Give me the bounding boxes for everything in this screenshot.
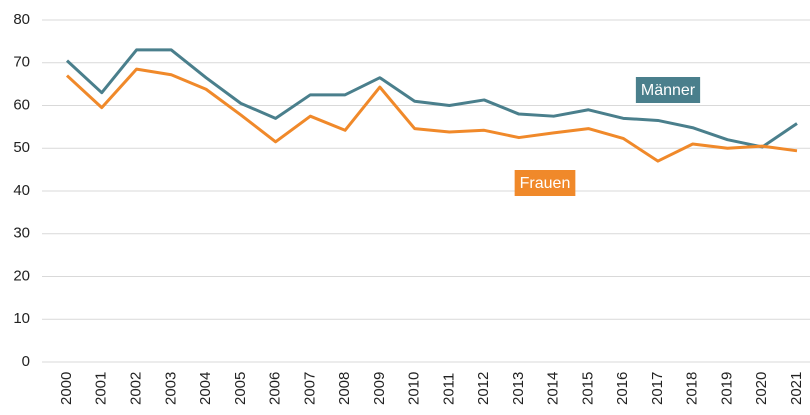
x-tick-label: 2001	[93, 372, 110, 405]
y-tick-label: 70	[13, 54, 30, 71]
legend-label: Frauen	[520, 175, 571, 192]
x-tick-label: 2009	[371, 372, 388, 405]
y-tick-label: 80	[13, 11, 30, 28]
x-tick-label: 2018	[684, 372, 701, 405]
series-line	[65, 67, 798, 163]
x-tick-label: 2004	[197, 372, 214, 405]
x-tick-label: 2021	[788, 372, 805, 405]
y-tick-label: 50	[13, 139, 30, 156]
y-tick-label: 30	[13, 225, 30, 242]
x-tick-label: 2007	[301, 372, 318, 405]
x-tick-label: 2015	[579, 372, 596, 405]
y-tick-label: 0	[22, 353, 30, 370]
x-tick-label: 2005	[232, 372, 249, 405]
x-tick-label: 2017	[649, 372, 666, 405]
x-tick-label: 2002	[127, 372, 144, 405]
x-tick-label: 2000	[58, 372, 75, 405]
y-tick-label: 20	[13, 267, 30, 284]
x-tick-label: 2011	[440, 373, 457, 405]
x-tick-label: 2016	[614, 372, 631, 405]
legend-box	[635, 77, 701, 103]
series-line	[65, 48, 798, 149]
x-tick-label: 2012	[475, 372, 492, 405]
legend-box	[514, 170, 576, 196]
legend-label: Männer	[641, 82, 696, 99]
x-tick-label: 2020	[753, 372, 770, 405]
x-tick-label: 2019	[718, 372, 735, 405]
y-tick-label: 10	[13, 310, 30, 327]
x-tick-label: 2014	[545, 372, 562, 405]
x-tick-label: 2006	[267, 372, 284, 405]
y-tick-label: 60	[13, 96, 30, 113]
x-tick-label: 2013	[510, 372, 527, 405]
y-tick-label: 40	[13, 182, 30, 199]
x-tick-label: 2008	[336, 372, 353, 405]
x-tick-label: 2003	[162, 372, 179, 405]
x-tick-label: 2010	[406, 372, 423, 405]
